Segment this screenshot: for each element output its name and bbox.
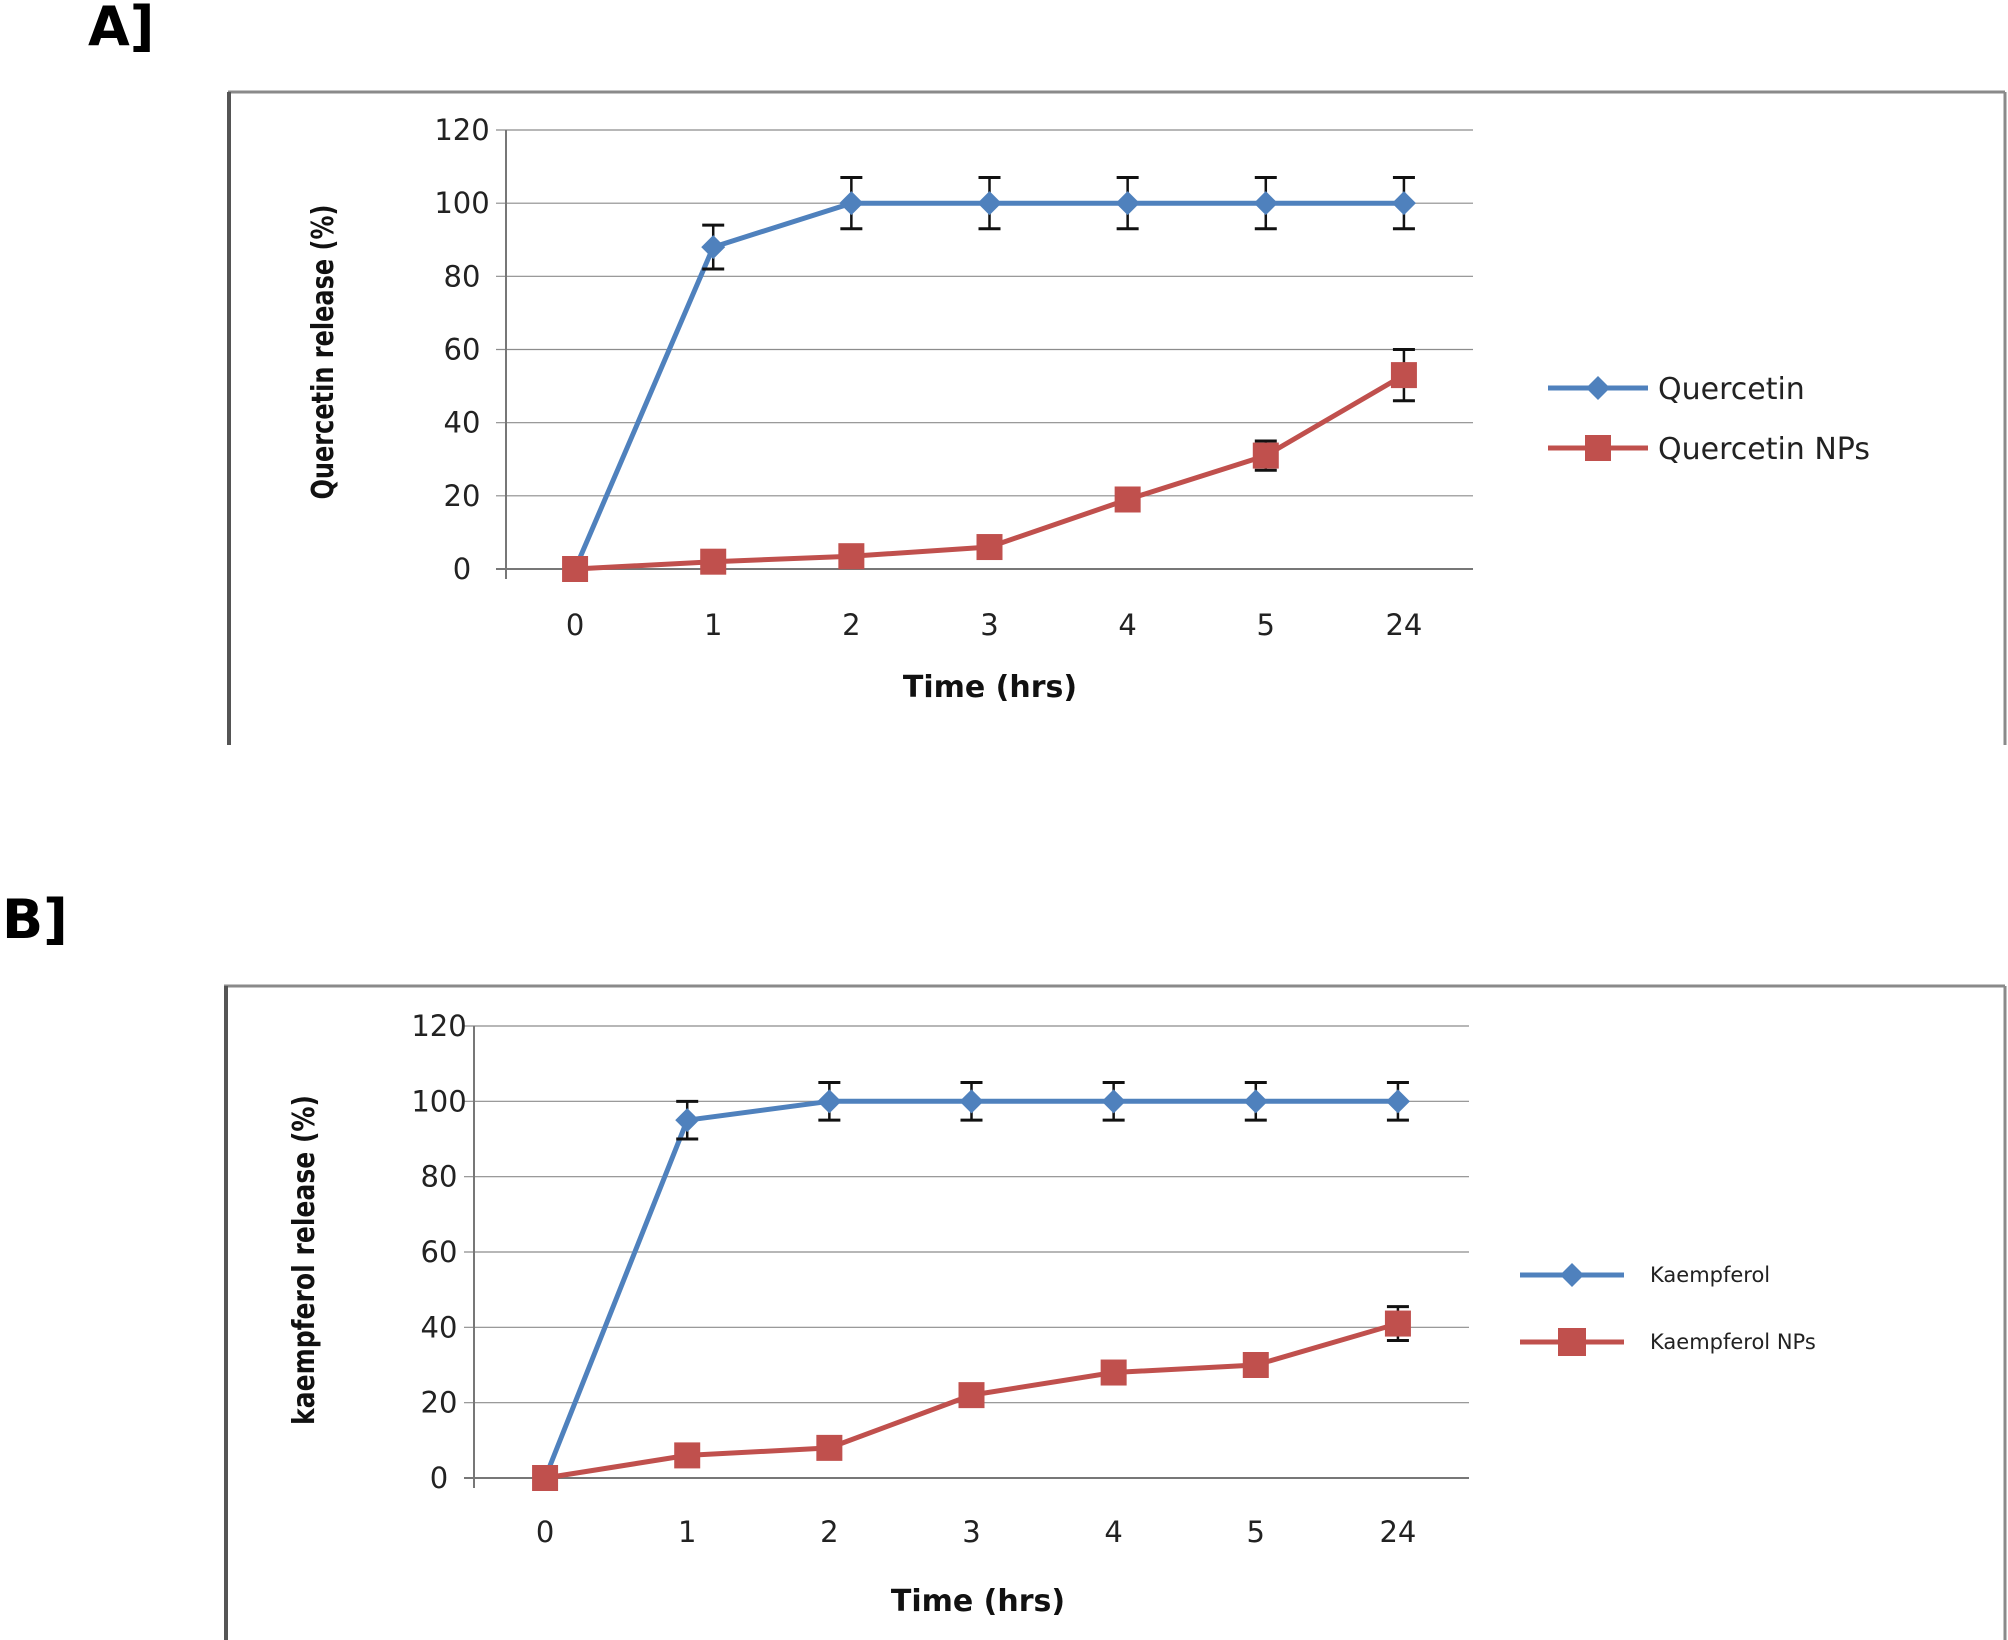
chart-b-data-point-1 bbox=[1101, 1089, 1126, 1114]
chart-a-y-tick-label: 100 bbox=[434, 186, 489, 220]
chart-b-data-point-2 bbox=[674, 1442, 701, 1469]
chart-b-data-point-1 bbox=[817, 1089, 842, 1114]
chart-b-y-tick-label: 0 bbox=[430, 1461, 448, 1495]
chart-a-y-axis-title: Quercetin release (%) bbox=[306, 205, 341, 500]
chart-a-x-axis-title: Time (hrs) bbox=[903, 670, 1077, 705]
chart-a-data-point-2 bbox=[1390, 362, 1417, 389]
chart-b-y-tick-label: 60 bbox=[421, 1235, 458, 1269]
chart-b-data-point-1 bbox=[675, 1108, 700, 1133]
chart-a-x-tick-label: 2 bbox=[842, 608, 860, 642]
chart-b-y-tick-label: 20 bbox=[421, 1386, 458, 1420]
chart-a-data-point-2 bbox=[976, 534, 1003, 561]
chart-a-y-tick-label: 60 bbox=[444, 333, 481, 367]
chart-b-legend-square-marker bbox=[1558, 1328, 1586, 1356]
chart-a-data-point-1 bbox=[839, 191, 864, 216]
chart-b-x-tick-label: 5 bbox=[1247, 1515, 1265, 1549]
chart-a-x-tick-label: 5 bbox=[1257, 608, 1275, 642]
chart-a-x-tick-label: 24 bbox=[1385, 608, 1422, 642]
chart-b-legend-diamond-marker bbox=[1560, 1263, 1584, 1287]
chart-a-legend-diamond-marker bbox=[1586, 376, 1610, 400]
chart-a-data-point-1 bbox=[701, 235, 726, 260]
chart-a-data-point-2 bbox=[700, 548, 727, 575]
chart-a-data-point-2 bbox=[1114, 486, 1141, 513]
chart-a-data-point-1 bbox=[1391, 191, 1416, 216]
chart-b-data-point-2 bbox=[1242, 1352, 1269, 1378]
chart-a-frame bbox=[227, 90, 2007, 745]
chart-a-data-point-2 bbox=[562, 556, 589, 582]
chart-b-frame bbox=[224, 984, 2007, 1640]
chart-a-data-point-1 bbox=[1115, 191, 1140, 216]
chart-b-x-tick-label: 3 bbox=[962, 1515, 980, 1549]
chart-b-y-tick-label: 80 bbox=[421, 1160, 458, 1194]
chart-b-data-point-1 bbox=[959, 1089, 984, 1114]
chart-a-data-point-2 bbox=[838, 543, 865, 570]
chart-b-x-tick-label: 0 bbox=[536, 1515, 554, 1549]
chart-a-y-tick-label: 40 bbox=[444, 406, 481, 440]
chart-b-x-tick-label: 2 bbox=[820, 1515, 838, 1549]
chart-a-data-point-1 bbox=[1253, 191, 1278, 216]
chart-b-data-point-2 bbox=[1384, 1310, 1411, 1337]
chart-b-data-point-1 bbox=[1385, 1089, 1410, 1114]
chart-b-y-tick-label: 100 bbox=[411, 1084, 466, 1118]
chart-a-legend-label: Quercetin bbox=[1658, 372, 1805, 407]
chart-a-x-tick-label: 0 bbox=[566, 608, 584, 642]
chart-a-y-tick-label: 120 bbox=[434, 113, 489, 147]
chart-b-data-point-1 bbox=[1243, 1089, 1268, 1114]
chart-b-legend-entry-2: Kaempferol NPs bbox=[1520, 1328, 1816, 1356]
chart-a: 0 20 40 60 80 100 120 0 1 2 3 4 5 24 Time (hrs) Quercet… bbox=[306, 113, 1870, 705]
chart-b-data-point-2 bbox=[958, 1382, 985, 1409]
chart-a-legend-entry-2: Quercetin NPs bbox=[1548, 432, 1870, 467]
chart-a-legend-entry-1: Quercetin bbox=[1548, 372, 1805, 407]
chart-a-legend-label: Quercetin NPs bbox=[1658, 432, 1870, 467]
chart-a-x-tick-label: 4 bbox=[1118, 608, 1136, 642]
chart-a-x-tick-label: 1 bbox=[704, 608, 722, 642]
chart-a-series-line-1 bbox=[572, 200, 1404, 570]
chart-a-data-point-2 bbox=[1252, 442, 1279, 469]
chart-a-x-tick-label: 3 bbox=[980, 608, 998, 642]
chart-b-series-line-1 bbox=[542, 1098, 1398, 1479]
chart-b-x-axis-title: Time (hrs) bbox=[891, 1584, 1065, 1619]
chart-b-data-point-2 bbox=[816, 1434, 843, 1461]
chart-b-data-point-2 bbox=[1100, 1359, 1127, 1386]
chart-b-x-tick-label: 1 bbox=[678, 1515, 696, 1549]
chart-a-data-point-1 bbox=[977, 191, 1002, 216]
chart-b-legend-label: Kaempferol bbox=[1650, 1263, 1770, 1287]
chart-b-x-tick-label: 4 bbox=[1104, 1515, 1122, 1549]
chart-a-y-tick-label: 80 bbox=[444, 259, 481, 293]
chart-a-y-tick-label: 20 bbox=[444, 479, 481, 513]
chart-b-legend-entry-1: Kaempferol bbox=[1520, 1263, 1770, 1287]
chart-b-data-point-2 bbox=[532, 1465, 559, 1491]
panel-label-b: B] bbox=[2, 888, 68, 951]
chart-b-x-tick-label: 24 bbox=[1379, 1515, 1416, 1549]
chart-b: 0 20 40 60 80 100 120 0 1 2 3 4 5 24 Time (hrs) kaempfe… bbox=[287, 1009, 1816, 1619]
chart-b-y-axis-title: kaempferol release (%) bbox=[287, 1095, 322, 1425]
chart-a-legend-square-marker bbox=[1585, 435, 1611, 461]
chart-b-y-tick-label: 120 bbox=[411, 1009, 466, 1043]
chart-a-y-tick-label: 0 bbox=[453, 552, 471, 586]
chart-b-y-tick-label: 40 bbox=[421, 1310, 458, 1344]
panel-label-a: A] bbox=[88, 0, 154, 58]
chart-b-legend-label: Kaempferol NPs bbox=[1650, 1330, 1816, 1354]
